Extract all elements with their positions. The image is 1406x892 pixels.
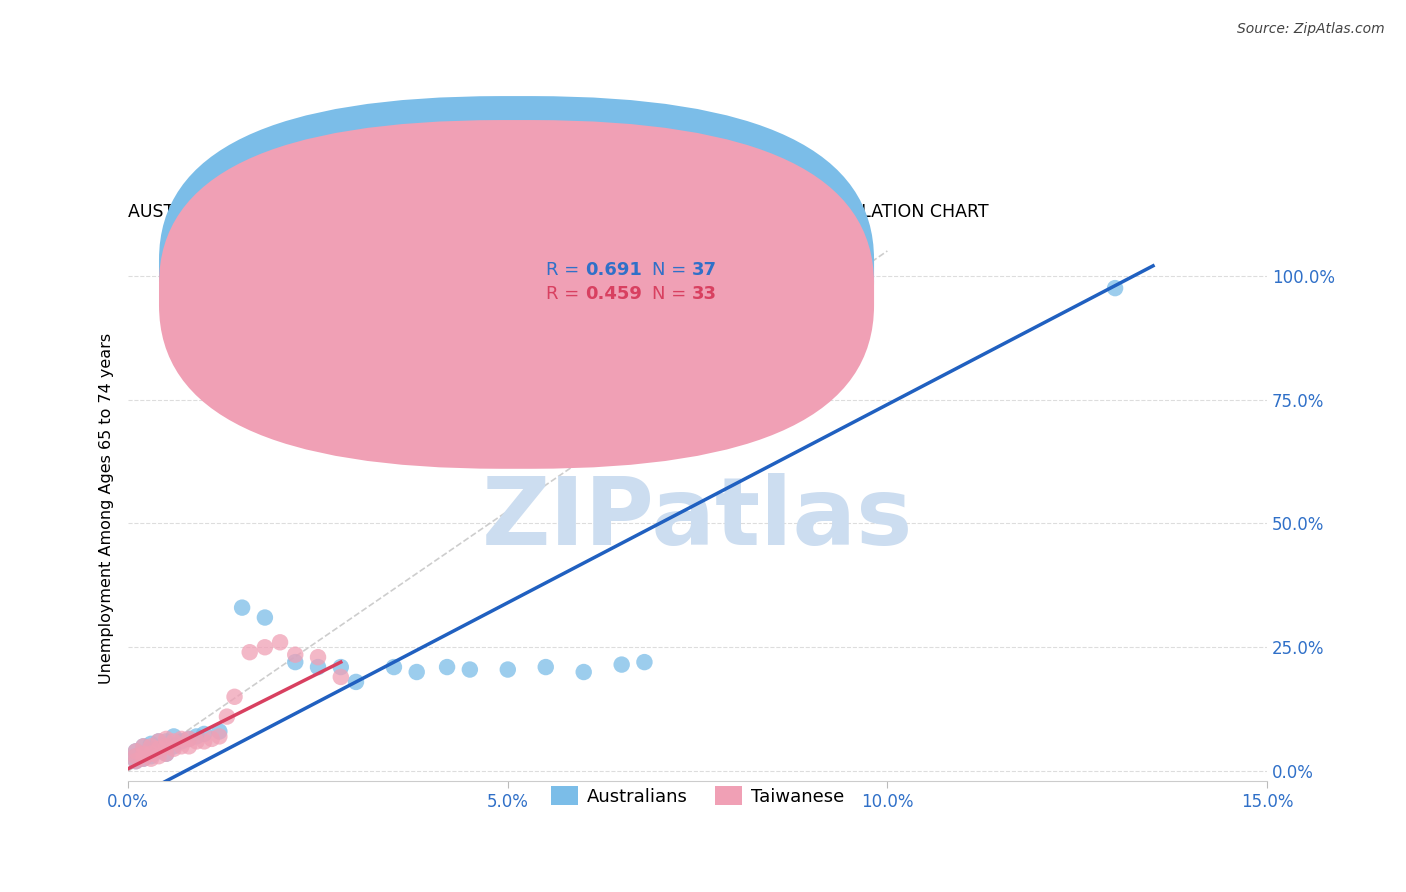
Point xyxy=(125,754,148,768)
Point xyxy=(163,730,186,744)
Point xyxy=(177,731,200,746)
Point xyxy=(125,749,148,764)
Point xyxy=(148,734,170,748)
Point xyxy=(125,744,148,758)
Point xyxy=(163,739,186,754)
Point xyxy=(170,734,193,748)
Text: AUSTRALIAN VS TAIWANESE UNEMPLOYMENT AMONG AGES 65 TO 74 YEARS CORRELATION CHART: AUSTRALIAN VS TAIWANESE UNEMPLOYMENT AMO… xyxy=(128,202,988,220)
Point xyxy=(177,731,200,746)
Point xyxy=(496,663,519,677)
Point xyxy=(155,747,177,761)
Point xyxy=(253,640,276,655)
Point xyxy=(139,749,162,764)
Point xyxy=(307,650,329,665)
Point xyxy=(284,648,307,662)
Point xyxy=(148,744,170,758)
Point xyxy=(132,739,155,754)
Point xyxy=(1104,281,1126,295)
Point xyxy=(125,754,148,768)
Point xyxy=(177,739,200,754)
Point xyxy=(132,752,155,766)
Point xyxy=(132,747,155,761)
FancyBboxPatch shape xyxy=(159,96,875,445)
Point xyxy=(307,660,329,674)
Point xyxy=(193,734,215,748)
Point xyxy=(186,730,208,744)
Point xyxy=(163,741,186,756)
Point xyxy=(382,660,405,674)
Point xyxy=(534,660,557,674)
Point xyxy=(329,670,352,684)
Point xyxy=(201,731,224,746)
Point xyxy=(193,727,215,741)
Point xyxy=(572,665,595,679)
Point xyxy=(139,737,162,751)
Point xyxy=(155,734,177,748)
Text: R =: R = xyxy=(546,261,585,279)
Text: 33: 33 xyxy=(692,285,717,303)
Point xyxy=(125,749,148,764)
Point xyxy=(139,741,162,756)
Point xyxy=(762,274,785,288)
Text: ZIPatlas: ZIPatlas xyxy=(482,474,914,566)
Point xyxy=(132,752,155,766)
Text: 0.459: 0.459 xyxy=(585,285,641,303)
Point xyxy=(231,600,253,615)
Legend: Australians, Taiwanese: Australians, Taiwanese xyxy=(544,779,852,813)
Point xyxy=(239,645,262,659)
Text: Source: ZipAtlas.com: Source: ZipAtlas.com xyxy=(1237,22,1385,37)
Point xyxy=(610,657,633,672)
Point xyxy=(344,674,367,689)
Point xyxy=(132,747,155,761)
Text: R =: R = xyxy=(546,285,585,303)
Point xyxy=(269,635,291,649)
Point xyxy=(155,747,177,761)
Point xyxy=(224,690,246,704)
Y-axis label: Unemployment Among Ages 65 to 74 years: Unemployment Among Ages 65 to 74 years xyxy=(100,333,114,684)
Point xyxy=(139,747,162,761)
Point xyxy=(139,739,162,754)
Text: N =: N = xyxy=(652,285,692,303)
Point xyxy=(284,655,307,669)
Point xyxy=(170,731,193,746)
FancyBboxPatch shape xyxy=(159,120,875,469)
Point xyxy=(633,655,655,669)
Point xyxy=(436,660,458,674)
Text: 0.691: 0.691 xyxy=(585,261,641,279)
Point xyxy=(155,739,177,754)
Point xyxy=(458,663,481,677)
Point xyxy=(148,741,170,756)
Point xyxy=(253,610,276,624)
Point xyxy=(329,660,352,674)
Point xyxy=(208,730,231,744)
Point xyxy=(405,665,427,679)
Point xyxy=(125,744,148,758)
Point xyxy=(163,734,186,748)
Point xyxy=(215,709,238,723)
FancyBboxPatch shape xyxy=(481,247,761,317)
Text: N =: N = xyxy=(652,261,692,279)
Point xyxy=(155,731,177,746)
Point xyxy=(148,749,170,764)
Point xyxy=(186,734,208,748)
Text: 37: 37 xyxy=(692,261,717,279)
Point xyxy=(148,734,170,748)
Point xyxy=(170,739,193,754)
Point xyxy=(208,724,231,739)
Point xyxy=(132,739,155,754)
Point xyxy=(139,752,162,766)
